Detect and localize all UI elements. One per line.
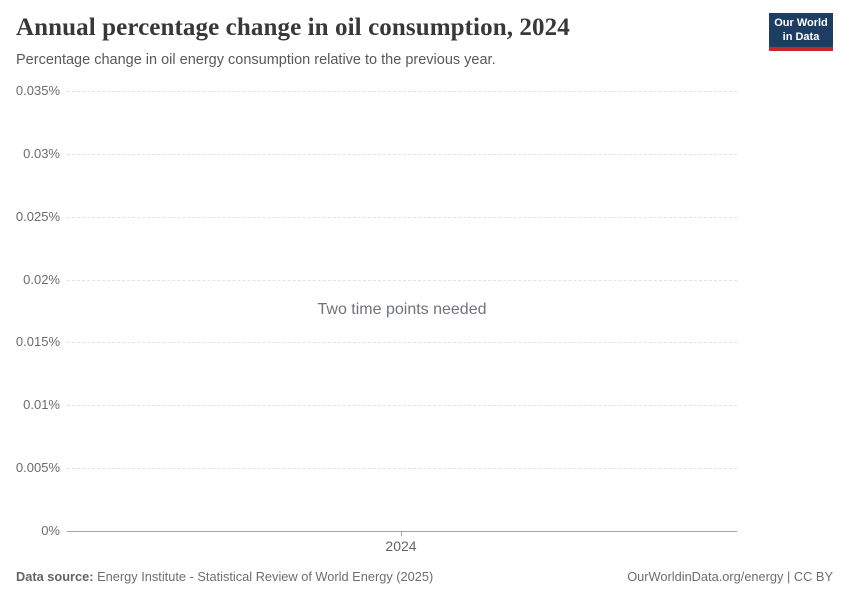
data-source: Data source: Energy Institute - Statisti… [16,569,433,584]
y-gridline [67,153,737,155]
empty-chart-message: Two time points needed [317,301,487,318]
plot-area: Two time points needed 2024 0% 0.005% 0.01… [0,83,737,554]
chart-title: Annual percentage change in oil consumpt… [16,14,570,41]
y-tick-label: 0.01% [23,397,60,413]
data-source-label: Data source: [16,569,94,584]
y-gridline [67,468,737,470]
x-axis-tick [401,531,402,536]
y-tick-label: 0.025% [15,208,60,224]
owid-logo[interactable]: Our World in Data [769,13,833,51]
owid-logo-line1: Our World [774,17,828,29]
y-gridline [67,342,737,344]
y-tick-label: 0.035% [15,83,60,98]
y-gridline [67,216,737,218]
license-link[interactable]: OurWorldinData.org/energy | CC BY [627,569,833,584]
y-gridline [67,405,737,407]
x-axis-label: 2024 [385,538,417,554]
data-source-value: Energy Institute - Statistical Review of… [93,569,434,584]
y-tick-label: 0.02% [23,271,60,287]
owid-logo-line2: in Data [782,30,820,43]
y-tick-label: 0.005% [15,460,60,476]
x-axis-line [67,531,737,532]
chart-footer: Data source: Energy Institute - Statisti… [0,569,850,589]
y-gridline [67,91,737,92]
y-tick-label: 0% [41,523,60,538]
chart-subtitle: Percentage change in oil energy consumpt… [16,52,496,68]
y-tick-label: 0.015% [15,334,60,350]
y-gridline [67,279,737,281]
y-tick-label: 0.03% [23,145,60,161]
